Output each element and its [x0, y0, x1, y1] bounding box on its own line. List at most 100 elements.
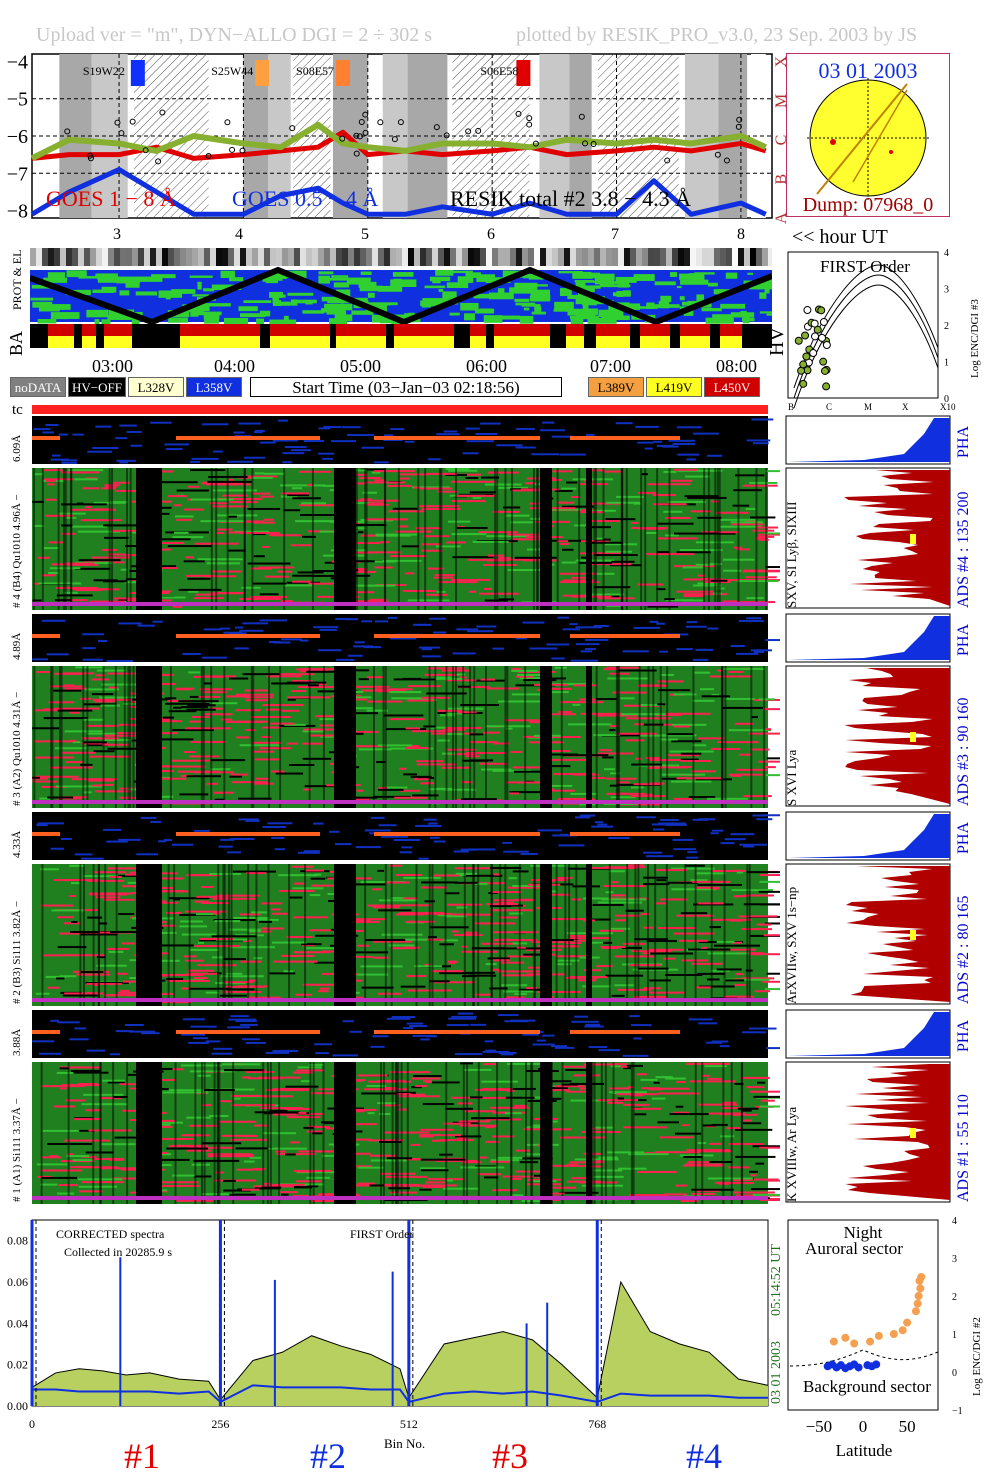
green-noise — [497, 288, 505, 295]
spectrogram-cell — [73, 1071, 109, 1074]
spectrogram-cell — [759, 1199, 780, 1202]
gray-cell — [114, 248, 120, 266]
spectrogram-cell — [522, 1157, 553, 1160]
spectrogram-cell — [354, 568, 367, 571]
segment-label: #1 — [124, 1436, 160, 1476]
pha-noise — [42, 431, 54, 434]
spectrogram-cell — [48, 572, 60, 575]
spectrogram-cell — [431, 970, 463, 973]
spectrogram-cell — [556, 963, 572, 966]
spectrogram-cell — [287, 581, 321, 584]
spectrogram-cell — [41, 1156, 61, 1159]
green-noise — [50, 304, 71, 310]
spectrogram-cell — [743, 903, 780, 906]
spectrogram-cell — [650, 766, 689, 769]
pha-noise — [433, 631, 447, 634]
pha-noise — [622, 1054, 649, 1057]
gray-cell — [522, 248, 528, 266]
spectrogram-cell — [567, 1163, 578, 1166]
pha-noise — [748, 1027, 777, 1030]
pha-noise — [569, 623, 578, 626]
spectrogram-cell — [368, 1080, 412, 1083]
spectrogram-cell — [375, 533, 418, 536]
spectrogram-cell — [665, 973, 703, 976]
spectrogram-cell — [302, 983, 343, 986]
spectrogram-cell — [205, 991, 220, 994]
spectrogram-cell — [75, 567, 111, 570]
prot-el-label: PROT & EL — [10, 249, 24, 310]
green-noise — [720, 303, 746, 309]
spectrogram-column — [390, 864, 393, 1006]
pha-noise — [318, 427, 331, 430]
spectrogram-cell — [211, 956, 223, 959]
green-noise — [97, 273, 118, 281]
green-noise — [725, 272, 738, 279]
ads-label: ADS #1 : 55 110 — [955, 1094, 972, 1202]
pha-noise — [227, 1026, 242, 1029]
spectrogram-cell — [534, 520, 570, 523]
spectrogram-cell — [143, 1121, 183, 1124]
pha-noise — [241, 1038, 260, 1041]
spectrogram-cell — [657, 680, 684, 683]
ba-off — [74, 324, 82, 348]
spectrogram-cell — [61, 524, 73, 527]
spectrogram-column — [59, 666, 62, 808]
gray-cell — [462, 248, 468, 266]
spectrogram-cell — [631, 521, 639, 524]
spectrogram-cell — [626, 1064, 643, 1067]
spectrogram-cell — [121, 942, 135, 945]
spectrogram-cell — [502, 974, 534, 977]
spectrogram-cell — [266, 675, 302, 678]
goes-scatter-point — [358, 119, 365, 126]
spectrogram-cell — [384, 786, 408, 789]
spectrogram-cell — [307, 684, 319, 687]
spectrogram-cell — [714, 944, 760, 947]
pha-noise — [646, 855, 674, 858]
green-noise — [189, 275, 213, 278]
pha-noise — [373, 461, 389, 464]
spectrogram-cell — [467, 974, 497, 977]
spectrogram-cell — [76, 589, 102, 592]
pha-noise — [273, 641, 291, 644]
spectrogram-cell — [213, 919, 247, 922]
spectrogram-cell — [193, 1159, 240, 1162]
spectrogram-cell — [365, 518, 409, 521]
spectrogram-cell — [175, 688, 192, 691]
pha-noise — [557, 616, 570, 619]
spectrogram-cell — [261, 902, 283, 905]
pha-noise — [662, 445, 679, 448]
spectrogram-cell — [391, 947, 416, 950]
spectrogram-column — [656, 468, 659, 610]
green-noise — [701, 307, 722, 312]
green-noise — [424, 285, 446, 289]
spectrogram-cell — [704, 1065, 727, 1068]
gray-cell — [750, 248, 756, 266]
spectrogram-cell — [557, 797, 594, 800]
spectrogram-cell — [676, 551, 711, 554]
spectrogram-cell — [610, 1065, 623, 1068]
spectrogram-cell — [460, 703, 500, 706]
spectrogram-cell — [509, 791, 547, 794]
spectrogram-cell — [302, 730, 324, 733]
pha-noise — [115, 1030, 134, 1033]
latitude-y-tick: 0 — [952, 1368, 957, 1379]
pha-noise — [659, 650, 668, 653]
pha-noise — [164, 443, 190, 446]
spectrogram-cell — [764, 988, 780, 991]
spectrogram-cell — [445, 1107, 474, 1110]
pha-noise — [319, 628, 337, 631]
spectrogram-column — [70, 468, 73, 610]
spectrogram-column — [575, 864, 578, 1006]
green-noise — [582, 303, 589, 311]
spectrogram-column — [490, 864, 493, 1006]
spectrogram-column — [593, 468, 596, 610]
pha-noise — [57, 1021, 80, 1024]
green-noise — [676, 286, 682, 289]
goes-scatter-point — [391, 136, 398, 143]
gray-cell — [48, 248, 54, 266]
gray-cell — [102, 248, 108, 266]
spectrogram-cell — [560, 1136, 606, 1139]
spectrogram-cell — [34, 473, 44, 476]
spectrogram-column — [380, 1062, 383, 1204]
spectrogram-column — [564, 864, 567, 1006]
